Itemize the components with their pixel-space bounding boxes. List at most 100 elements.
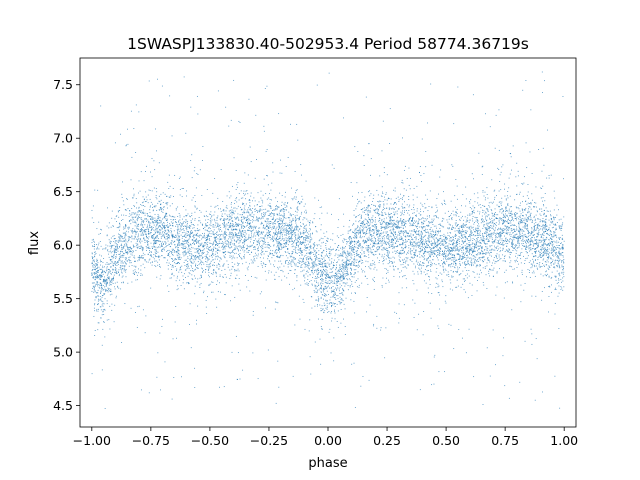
- data-point: [466, 217, 468, 219]
- data-point: [512, 282, 514, 284]
- data-point: [388, 197, 389, 199]
- data-point: [98, 299, 100, 301]
- data-point: [489, 269, 491, 271]
- data-point: [125, 230, 127, 232]
- data-point: [518, 235, 520, 237]
- data-point: [360, 259, 362, 261]
- data-point: [403, 304, 405, 306]
- data-point: [400, 219, 402, 221]
- data-point: [112, 271, 113, 273]
- data-point: [316, 277, 318, 279]
- data-point: [128, 249, 130, 250]
- data-point: [213, 262, 215, 263]
- data-point: [136, 207, 137, 209]
- data-point: [155, 252, 157, 254]
- data-point: [408, 236, 410, 238]
- data-point: [279, 233, 281, 234]
- data-point: [96, 228, 98, 230]
- data-point: [190, 216, 191, 218]
- data-point: [401, 199, 403, 201]
- data-point: [457, 230, 459, 232]
- data-point: [222, 245, 224, 247]
- data-point: [454, 227, 456, 229]
- data-point: [465, 198, 467, 200]
- data-point: [489, 222, 491, 224]
- data-point: [422, 217, 424, 219]
- data-point: [508, 227, 510, 229]
- data-point: [506, 226, 508, 228]
- data-point: [166, 245, 167, 247]
- data-point: [525, 223, 527, 225]
- data-point: [154, 242, 156, 244]
- data-point: [124, 226, 126, 228]
- data-point: [392, 246, 394, 248]
- data-point: [539, 213, 541, 215]
- data-point: [491, 202, 493, 204]
- data-point: [553, 216, 555, 218]
- data-point: [242, 212, 244, 214]
- data-point: [185, 242, 187, 244]
- data-point: [149, 255, 151, 256]
- data-point: [541, 226, 543, 227]
- data-point: [444, 237, 446, 239]
- data-point: [152, 227, 154, 228]
- data-point: [93, 240, 95, 242]
- data-point: [267, 244, 269, 246]
- data-point: [348, 274, 350, 276]
- data-point: [470, 213, 472, 215]
- data-point: [453, 242, 455, 244]
- data-point: [438, 230, 440, 232]
- data-point: [521, 229, 523, 230]
- data-point: [439, 227, 441, 229]
- data-point: [367, 206, 369, 208]
- data-point: [196, 232, 198, 234]
- data-point: [511, 309, 513, 311]
- data-point: [364, 232, 366, 234]
- data-point: [555, 247, 557, 249]
- data-point: [235, 233, 237, 235]
- data-point: [127, 251, 129, 253]
- data-point: [507, 204, 509, 206]
- data-point: [123, 270, 125, 272]
- data-point: [132, 228, 134, 229]
- data-point: [422, 205, 424, 207]
- data-point: [240, 246, 242, 248]
- data-point: [97, 244, 99, 246]
- data-point: [245, 261, 247, 263]
- data-point: [482, 238, 484, 240]
- data-point: [553, 226, 555, 228]
- data-point: [450, 214, 452, 216]
- data-point: [461, 258, 463, 260]
- data-point: [179, 176, 181, 178]
- data-point: [336, 278, 337, 280]
- data-point: [146, 237, 148, 239]
- data-point: [297, 262, 299, 263]
- data-point: [367, 245, 369, 247]
- data-point: [269, 237, 271, 238]
- data-point: [482, 219, 484, 221]
- data-point: [364, 224, 366, 226]
- data-point: [382, 226, 384, 228]
- data-point: [183, 273, 185, 275]
- data-point: [371, 218, 373, 220]
- data-point: [382, 249, 384, 251]
- data-point: [195, 248, 197, 250]
- data-point: [378, 220, 380, 222]
- data-point: [353, 274, 355, 275]
- data-point: [441, 244, 443, 245]
- data-point: [278, 241, 280, 243]
- data-point: [368, 218, 370, 220]
- data-point: [180, 269, 182, 271]
- data-point: [456, 247, 458, 249]
- data-point: [510, 234, 512, 236]
- data-point: [476, 244, 477, 245]
- data-point: [446, 255, 448, 257]
- data-point: [131, 212, 133, 214]
- data-point: [176, 251, 178, 253]
- data-point: [182, 240, 184, 242]
- data-point: [379, 204, 381, 206]
- data-point: [555, 254, 556, 256]
- data-point: [548, 265, 550, 267]
- data-point: [331, 276, 333, 278]
- data-point: [335, 298, 337, 300]
